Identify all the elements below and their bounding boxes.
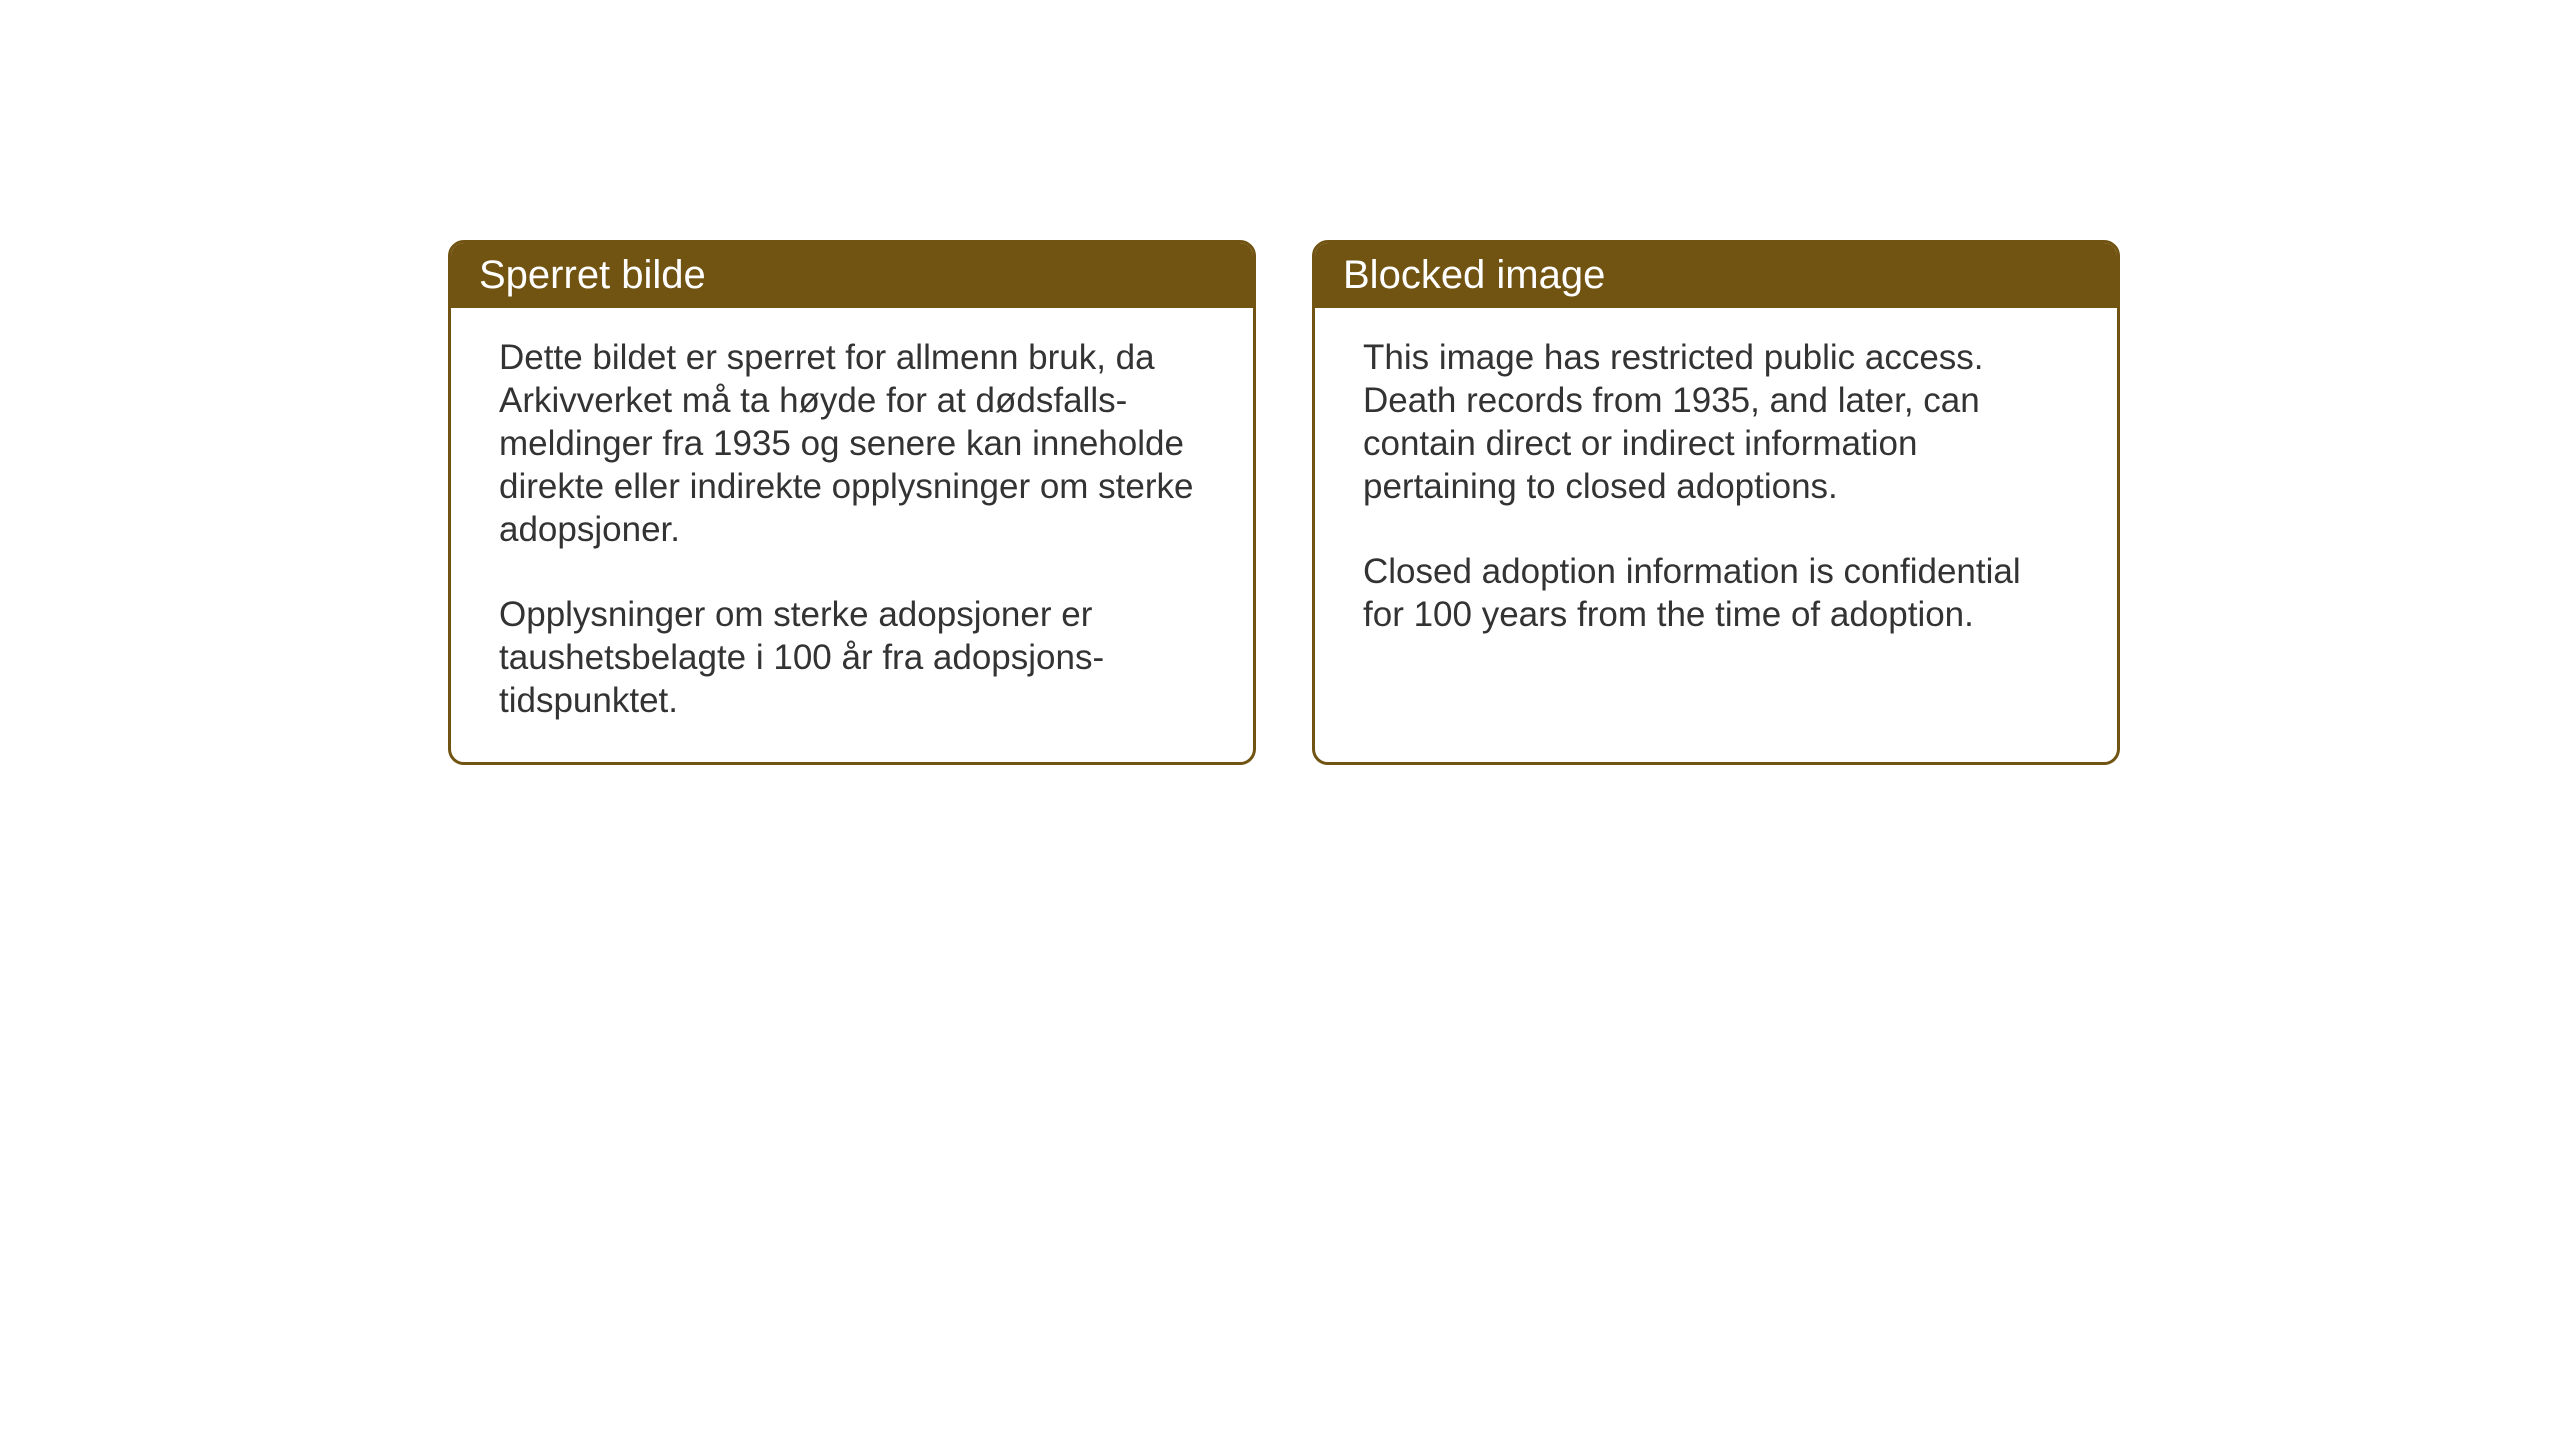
- english-notice-box: Blocked image This image has restricted …: [1312, 240, 2120, 765]
- english-notice-title: Blocked image: [1315, 243, 2117, 308]
- norwegian-notice-box: Sperret bilde Dette bildet er sperret fo…: [448, 240, 1256, 765]
- norwegian-notice-title: Sperret bilde: [451, 243, 1253, 308]
- norwegian-paragraph-1: Dette bildet er sperret for allmenn bruk…: [499, 336, 1205, 551]
- norwegian-notice-body: Dette bildet er sperret for allmenn bruk…: [451, 308, 1253, 762]
- english-paragraph-1: This image has restricted public access.…: [1363, 336, 2069, 508]
- english-notice-body: This image has restricted public access.…: [1315, 308, 2117, 676]
- norwegian-paragraph-2: Opplysninger om sterke adopsjoner er tau…: [499, 593, 1205, 722]
- english-paragraph-2: Closed adoption information is confident…: [1363, 550, 2069, 636]
- notices-container: Sperret bilde Dette bildet er sperret fo…: [448, 240, 2120, 765]
